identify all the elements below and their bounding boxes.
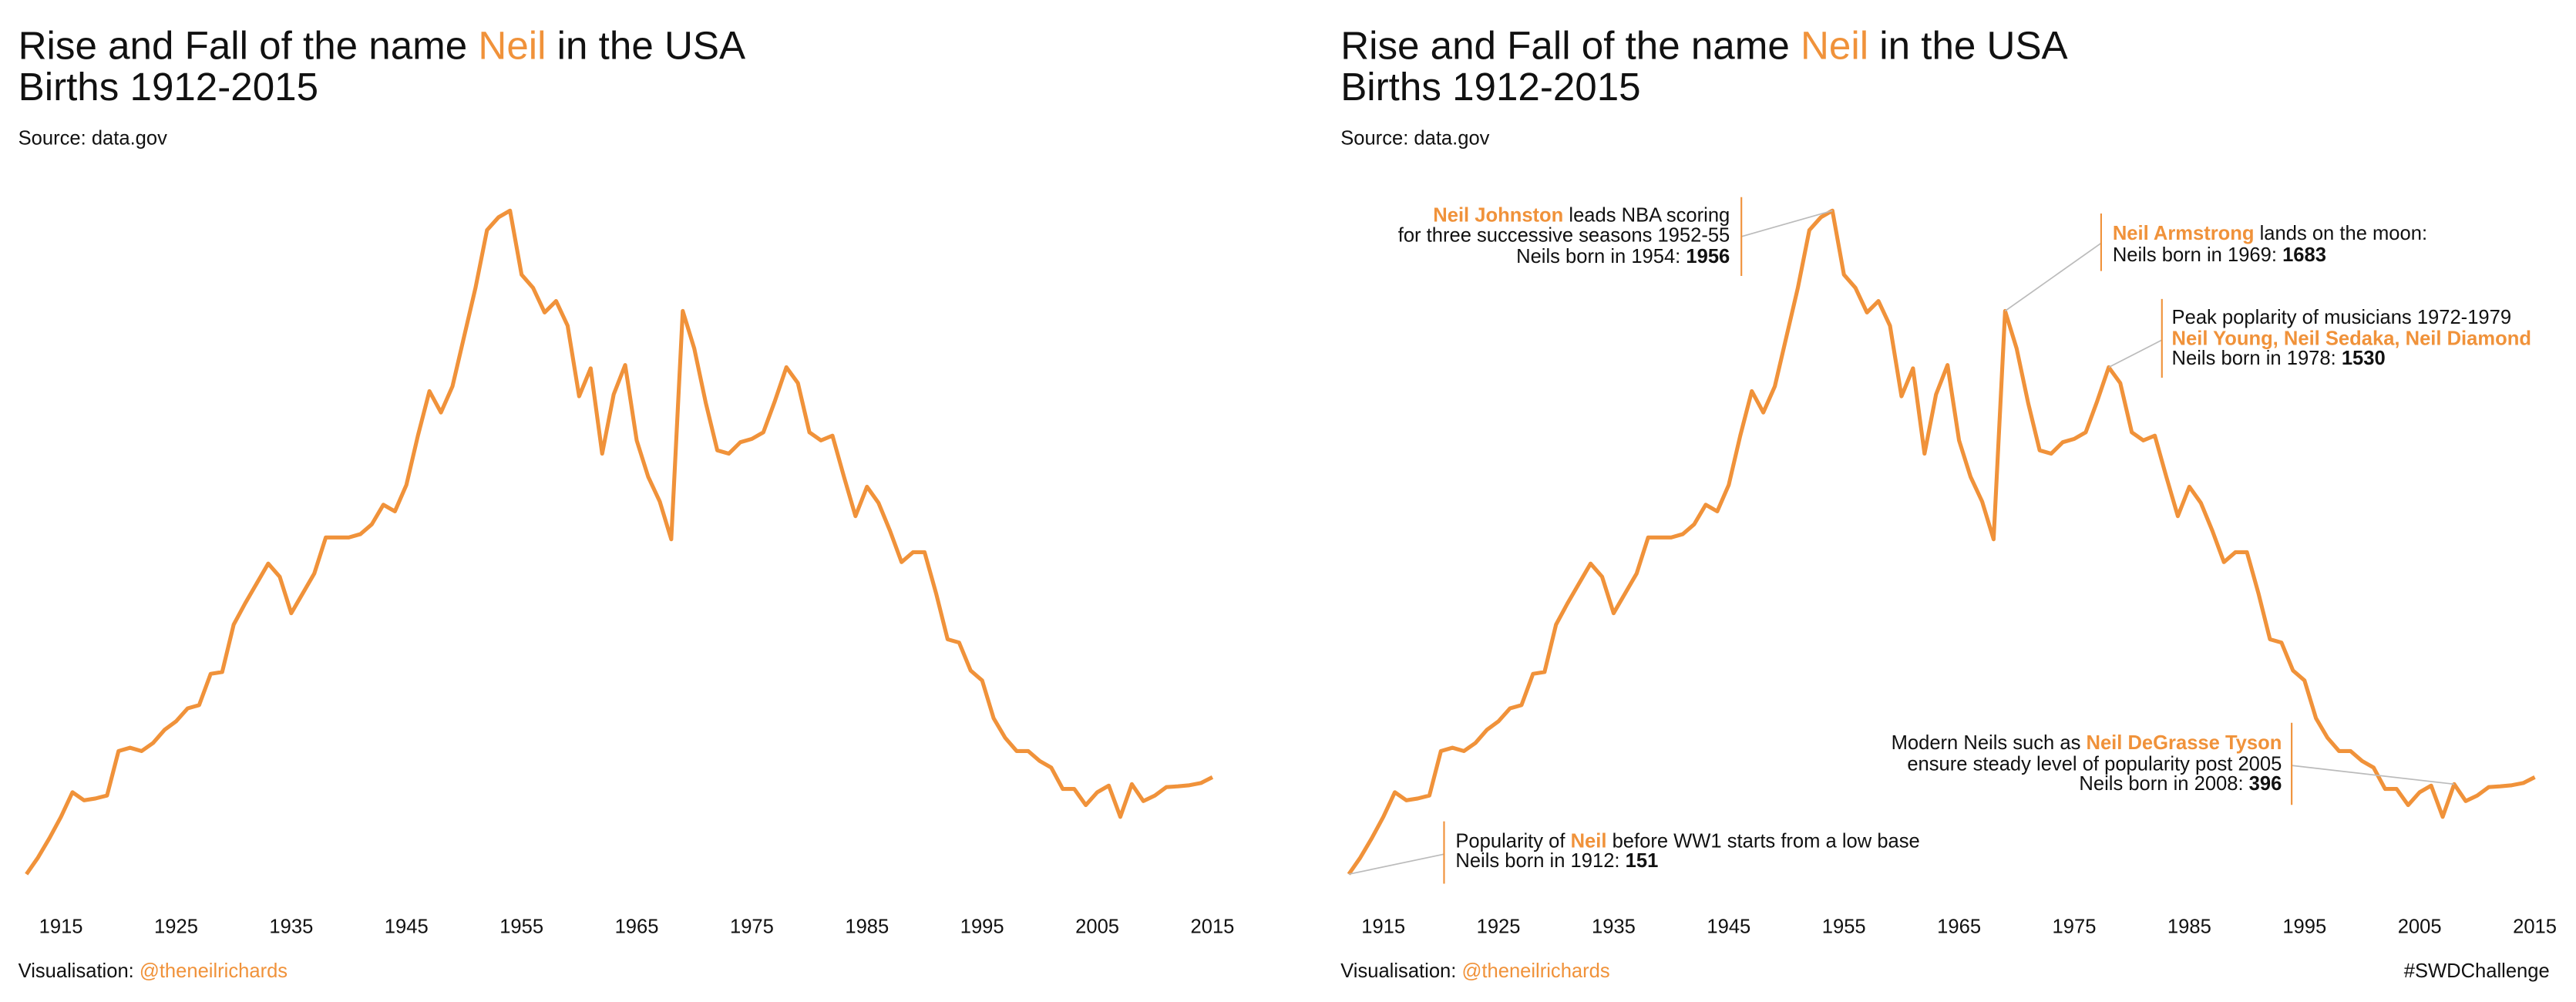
text-segment: Neils born in 1912: (1455, 850, 1625, 872)
text-segment: Neil DeGrasse Tyson (2087, 732, 2282, 754)
text-segment: Neil Young, Neil Sedaka, Neil Diamond (2172, 328, 2531, 350)
text-segment: Modern Neils such as (1892, 732, 2087, 754)
x-tick-label: 1915 (39, 916, 83, 937)
text-segment: Neils born in 1954: (1516, 246, 1686, 267)
chart-title: Rise and Fall of the name Neil in the US… (1340, 24, 2067, 68)
annotation-leader (2004, 242, 2102, 312)
text-segment: 396 (2249, 773, 2282, 795)
chart-title: Rise and Fall of the name Neil in the US… (18, 24, 745, 68)
chart-subtitle: Births 1912-2015 (18, 65, 318, 109)
annotation-text: Neils born in 1912: 151 (1455, 850, 1658, 872)
annotation-text: Popularity of Neil before WW1 starts fro… (1455, 831, 1919, 852)
annotation-text: ensure steady level of popularity post 2… (1907, 754, 2282, 775)
source: Source: data.gov (1340, 128, 1489, 150)
x-tick-label: 1945 (385, 916, 429, 937)
annotation-text: Neil Johnston leads NBA scoring (1433, 205, 1730, 227)
annotation-leader (1740, 210, 1833, 237)
x-tick-label: 1935 (269, 916, 313, 937)
x-tick-label: 1965 (1937, 916, 1981, 937)
text-segment: lands on the moon: (2255, 223, 2428, 244)
text-segment: ensure steady level of popularity post 2… (1907, 754, 2282, 775)
x-tick-label: 1995 (2282, 916, 2326, 937)
text-segment: Neil (1571, 831, 1607, 852)
text-segment: in the USA (1868, 24, 2068, 68)
text-segment: Neil Armstrong (2113, 223, 2255, 244)
chart-subtitle: Births 1912-2015 (1340, 65, 1640, 109)
text-segment: Neil Johnston (1433, 205, 1563, 227)
x-tick-label: 1925 (154, 916, 198, 937)
text-segment: Visualisation: (18, 960, 140, 982)
text-segment: Neils born in 1969: (2113, 244, 2282, 266)
text-segment: Neil (1801, 24, 1868, 68)
text-segment: Peak poplarity of musicians 1972-1979 (2172, 307, 2512, 328)
chart-panel: Rise and Fall of the name Neil in the US… (1340, 24, 2557, 982)
annotation-text: Modern Neils such as Neil DeGrasse Tyson (1892, 732, 2282, 754)
annotation-leader (1348, 853, 1444, 876)
x-tick-label: 1995 (960, 916, 1004, 937)
data-line (25, 208, 1214, 876)
footer: Visualisation: @theneilrichards (1340, 960, 1609, 982)
x-tick-label: 1975 (730, 916, 774, 937)
text-segment: 1683 (2282, 244, 2326, 266)
data-line (1347, 208, 2536, 876)
x-tick-label: 1915 (1361, 916, 1405, 937)
annotation-text: Neil Young, Neil Sedaka, Neil Diamond (2172, 328, 2531, 350)
annotation-text: for three successive seasons 1952-55 (1398, 224, 1730, 246)
x-tick-label: 1955 (499, 916, 543, 937)
source: Source: data.gov (18, 128, 167, 150)
text-segment: Visualisation: (1340, 960, 1461, 982)
text-segment: Rise and Fall of the name (1340, 24, 1801, 68)
text-segment: @theneilrichards (1461, 960, 1609, 982)
x-tick-label: 1985 (2167, 916, 2211, 937)
text-segment: 151 (1626, 850, 1659, 872)
annotation-text: Neils born in 1978: 1530 (2172, 348, 2386, 369)
annotation-leader (2108, 339, 2163, 368)
x-tick-label: 1985 (845, 916, 889, 937)
x-tick-label: 2015 (1191, 916, 1235, 937)
x-tick-label: 2015 (2513, 916, 2557, 937)
annotation-text: Neil Armstrong lands on the moon: (2113, 223, 2427, 244)
annotation-text: Peak poplarity of musicians 1972-1979 (2172, 307, 2512, 328)
hashtag: #SWDChallenge (2404, 960, 2550, 982)
x-tick-label: 2005 (1075, 916, 1119, 937)
annotation-text: Neils born in 1969: 1683 (2113, 244, 2326, 266)
text-segment: Neils born in 1978: (2172, 348, 2342, 369)
annotation-text: Neils born in 1954: 1956 (1516, 246, 1730, 267)
footer: Visualisation: @theneilrichards (18, 960, 288, 982)
x-tick-label: 1945 (1707, 916, 1750, 937)
text-segment: Neils born in 2008: (2079, 773, 2248, 795)
text-segment: before WW1 starts from a low base (1606, 831, 1919, 852)
chart-panel: Rise and Fall of the name Neil in the US… (18, 24, 1235, 982)
text-segment: Popularity of (1455, 831, 1570, 852)
x-tick-label: 1925 (1477, 916, 1521, 937)
x-tick-label: 2005 (2398, 916, 2442, 937)
text-segment: 1530 (2342, 348, 2386, 369)
text-segment: @theneilrichards (140, 960, 288, 982)
x-tick-label: 1955 (1822, 916, 1866, 937)
x-tick-label: 1965 (615, 916, 659, 937)
text-segment: for three successive seasons 1952-55 (1398, 224, 1730, 246)
text-segment: 1956 (1686, 246, 1730, 267)
text-segment: leads NBA scoring (1563, 205, 1730, 227)
x-tick-label: 1935 (1592, 916, 1636, 937)
text-segment: in the USA (546, 24, 745, 68)
text-segment: Neil (478, 24, 546, 68)
x-tick-label: 1975 (2053, 916, 2097, 937)
text-segment: Rise and Fall of the name (18, 24, 479, 68)
annotation-text: Neils born in 2008: 396 (2079, 773, 2282, 795)
annotation-leader (2292, 765, 2455, 785)
